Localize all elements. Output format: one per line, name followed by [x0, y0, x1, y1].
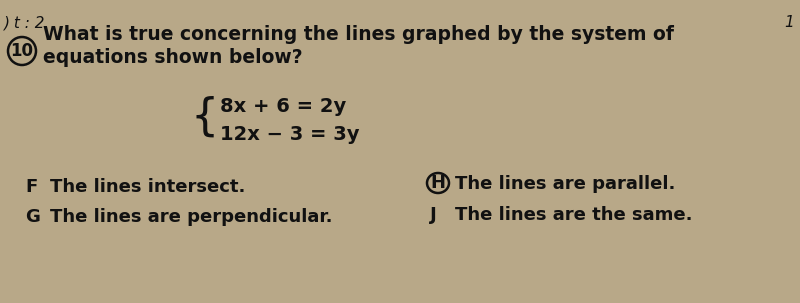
- Text: The lines are parallel.: The lines are parallel.: [455, 175, 675, 193]
- Text: 10: 10: [10, 42, 34, 60]
- Text: equations shown below?: equations shown below?: [43, 48, 302, 67]
- Text: The lines are perpendicular.: The lines are perpendicular.: [50, 208, 333, 226]
- Text: $\{$: $\{$: [190, 94, 215, 139]
- Text: ) t : 2: ) t : 2: [4, 15, 46, 30]
- Text: J: J: [430, 206, 437, 224]
- Text: H: H: [430, 174, 446, 192]
- Text: F: F: [25, 178, 38, 196]
- Text: What is true concerning the lines graphed by the system of: What is true concerning the lines graphe…: [43, 25, 674, 44]
- Text: G: G: [25, 208, 40, 226]
- Text: The lines are the same.: The lines are the same.: [455, 206, 693, 224]
- Text: 8x + 6 = 2y: 8x + 6 = 2y: [220, 96, 346, 115]
- Text: The lines intersect.: The lines intersect.: [50, 178, 246, 196]
- Text: 1: 1: [784, 15, 794, 30]
- Text: 12x − 3 = 3y: 12x − 3 = 3y: [220, 125, 359, 145]
